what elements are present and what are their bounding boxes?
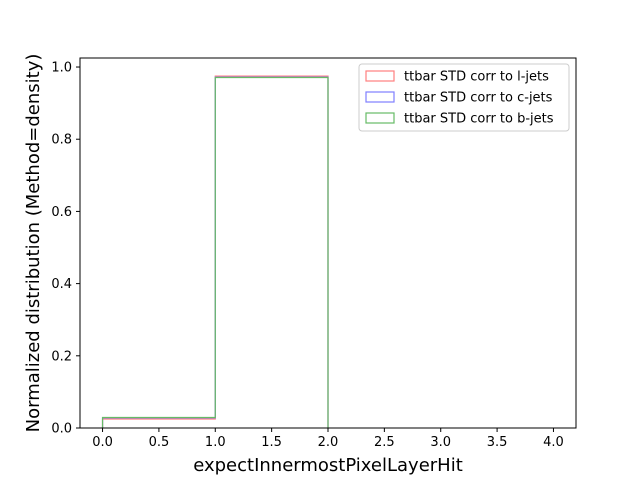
x-tick-label: 3.5: [487, 435, 508, 450]
x-tick-label: 4.0: [543, 435, 564, 450]
x-tick-label: 0.5: [149, 435, 170, 450]
y-tick-label: 0.0: [51, 422, 72, 437]
x-tick-label: 3.0: [430, 435, 451, 450]
x-tick-label: 1.5: [261, 435, 282, 450]
legend-swatch: [365, 112, 395, 124]
y-axis-ticks: 0.0 0.2 0.4 0.6 0.8 1.0: [51, 61, 80, 437]
series-layer: [101, 75, 329, 428]
legend: ttbar STD corr to l-jets ttbar STD corr t…: [358, 63, 570, 132]
x-tick-label: 2.0: [318, 435, 339, 450]
plot-frame: [79, 57, 577, 429]
legend-label: ttbar STD corr to c-jets: [404, 91, 553, 106]
x-axis-label: expectInnermostPixelLayerHit: [193, 455, 463, 476]
legend-swatch: [365, 70, 395, 82]
y-tick-label: 0.8: [51, 133, 72, 148]
legend-label: ttbar STD corr to b-jets: [404, 112, 554, 127]
legend-label: ttbar STD corr to l-jets: [404, 70, 549, 85]
legend-items: ttbar STD corr to l-jets ttbar STD corr t…: [365, 70, 554, 127]
x-tick-label: 0.0: [92, 435, 113, 450]
x-tick-label: 1.0: [205, 435, 226, 450]
y-tick-label: 0.6: [51, 205, 72, 220]
legend-swatch: [365, 91, 395, 103]
y-tick-label: 0.4: [51, 277, 72, 292]
y-axis-label: Normalized distribution (Method=density): [23, 54, 44, 433]
legend-frame: [358, 63, 570, 132]
y-tick-label: 1.0: [51, 61, 72, 76]
histogram-series-3: [101, 76, 329, 428]
x-axis-ticks: 0.0 0.5 1.0 1.5 2.0 2.5 3.0 3.5 4.0: [92, 428, 564, 450]
x-tick-label: 2.5: [374, 435, 395, 450]
y-tick-label: 0.2: [51, 349, 72, 364]
